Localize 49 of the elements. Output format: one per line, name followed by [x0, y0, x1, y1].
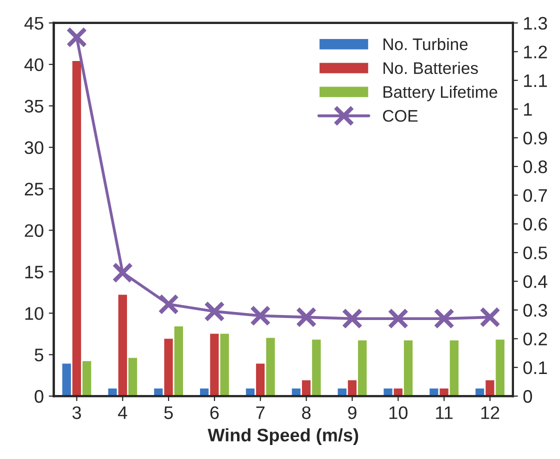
- y2-tick-label: 0.2: [523, 332, 547, 346]
- legend-label: No. Batteries: [384, 62, 478, 74]
- y2-tick-label: 0: [523, 390, 532, 403]
- x-tick-label: 10: [389, 406, 408, 420]
- y2-tick-label: 0.5: [523, 246, 548, 260]
- y-tick-label: 0: [34, 390, 44, 403]
- point: [342, 308, 363, 330]
- x-axis-title: Wind Speed (m/s): [208, 428, 358, 446]
- y2-tick-label: 0.3: [523, 304, 547, 317]
- x-tick-label: 7: [256, 406, 265, 419]
- y-tick-label: 45: [24, 17, 44, 30]
- y2-tick-label: 0.6: [523, 218, 547, 231]
- y-tick-label: 35: [24, 100, 44, 113]
- y-tick-label: 10: [25, 307, 44, 320]
- y2-tick-label: 0.4: [523, 275, 548, 288]
- point: [434, 308, 454, 330]
- legend-label: COE: [383, 110, 418, 122]
- y-tick-label: 5: [34, 348, 44, 362]
- y2-tick-label: 0.9: [523, 132, 547, 144]
- point: [480, 306, 500, 328]
- y2-tick-label: 1.1: [524, 74, 547, 87]
- x-tick-label: 8: [302, 406, 311, 420]
- x-tick-label: 11: [436, 406, 453, 419]
- x-tick-label: 12: [481, 406, 500, 419]
- y2-tick-label: 1.3: [524, 16, 547, 30]
- point: [296, 306, 317, 328]
- x-tick-label: 3: [72, 406, 81, 420]
- y-tick-label: 25: [24, 182, 44, 196]
- point: [112, 262, 134, 284]
- legend-label: Battery Lifetime: [384, 86, 498, 102]
- point: [388, 308, 409, 330]
- point: [66, 26, 88, 48]
- point: [250, 305, 271, 326]
- y2-tick-label: 0.7: [523, 189, 547, 202]
- x-tick-label: 5: [164, 406, 173, 420]
- y-tick-label: 40: [24, 58, 44, 72]
- x-tick-label: 4: [118, 406, 128, 419]
- x-tick-label: 9: [348, 406, 356, 420]
- legend-label: No. Turbine: [384, 38, 468, 50]
- y-tick-label: 15: [25, 266, 44, 278]
- point: [204, 301, 225, 322]
- x-tick-label: 6: [210, 406, 219, 420]
- y2-tick-label: 1.2: [524, 46, 547, 58]
- y2-tick-label: 1: [524, 103, 532, 116]
- y2-tick-label: 0.8: [523, 160, 547, 174]
- y2-tick-label: 0.1: [523, 361, 547, 374]
- point: [158, 294, 179, 315]
- y-tick-label: 20: [24, 224, 44, 237]
- y-tick-label: 30: [24, 141, 44, 154]
